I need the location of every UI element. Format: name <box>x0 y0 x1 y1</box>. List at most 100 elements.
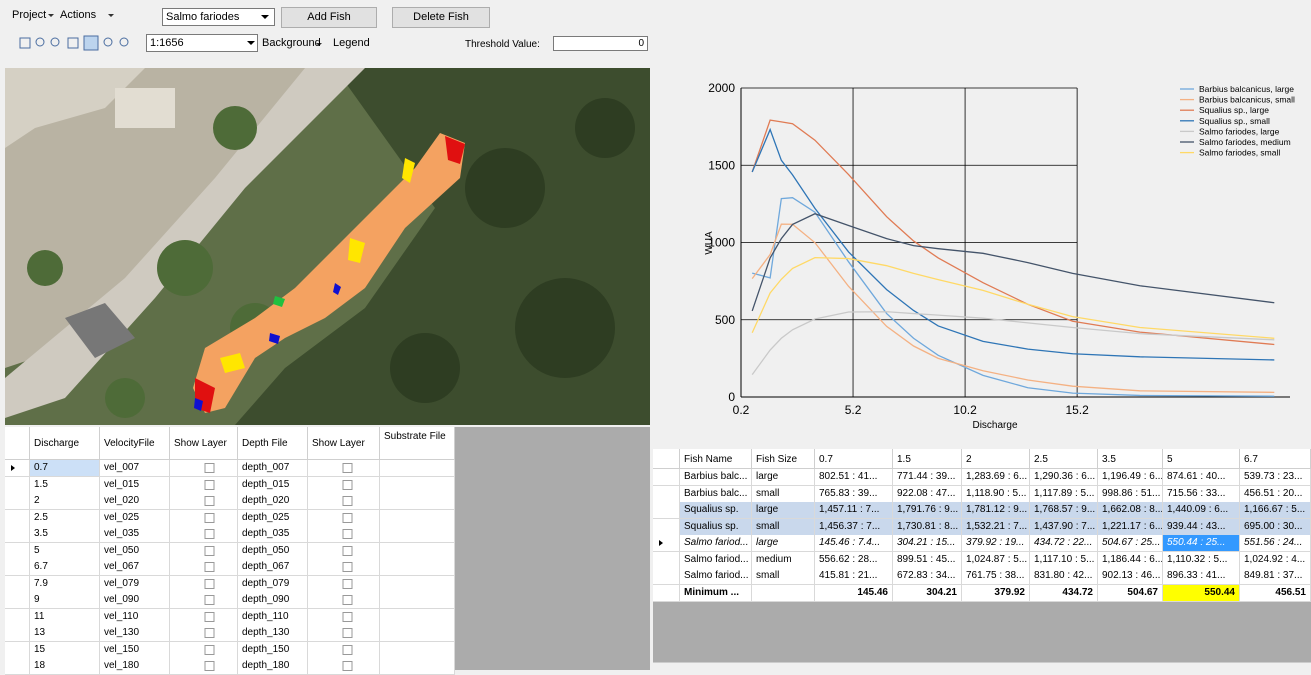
checkbox[interactable] <box>174 510 234 526</box>
table-cell[interactable]: 802.51 : 41... <box>815 469 893 486</box>
checkbox[interactable] <box>174 460 234 476</box>
table-cell[interactable]: 539.73 : 23... <box>1240 469 1311 486</box>
checkbox-cell[interactable] <box>170 460 238 477</box>
table-cell[interactable]: 1,456.37 : 7... <box>815 519 893 536</box>
checkbox[interactable] <box>312 625 372 641</box>
table-cell[interactable]: Salmo fariod... <box>680 552 752 569</box>
table-cell[interactable]: 672.83 : 34... <box>893 568 962 585</box>
table-cell[interactable]: 831.80 : 42... <box>1030 568 1098 585</box>
table-cell[interactable]: 379.92 : 19... <box>962 535 1030 552</box>
background-menu[interactable]: Background <box>262 37 321 49</box>
table-cell[interactable]: 765.83 : 39... <box>815 486 893 503</box>
table-cell[interactable]: 1,457.11 : 7... <box>815 502 893 519</box>
checkbox-cell[interactable] <box>308 543 380 560</box>
table-cell[interactable]: small <box>752 568 815 585</box>
checkbox[interactable] <box>312 576 372 592</box>
checkbox[interactable] <box>174 559 234 575</box>
table-cell[interactable]: large <box>752 535 815 552</box>
add-fish-button[interactable]: Add Fish <box>281 7 377 28</box>
table-cell[interactable]: 1,730.81 : 8... <box>893 519 962 536</box>
table-cell[interactable]: 771.44 : 39... <box>893 469 962 486</box>
table-cell[interactable]: 1,437.90 : 7... <box>1030 519 1098 536</box>
checkbox[interactable] <box>174 543 234 559</box>
delete-fish-button[interactable]: Delete Fish <box>392 7 490 28</box>
table-cell[interactable]: 1,110.32 : 5... <box>1163 552 1240 569</box>
table-cell[interactable]: medium <box>752 552 815 569</box>
table-cell[interactable]: Squalius sp. <box>680 502 752 519</box>
checkbox[interactable] <box>312 592 372 608</box>
checkbox[interactable] <box>174 477 234 493</box>
table-cell[interactable]: Salmo fariod... <box>680 535 752 552</box>
checkbox-cell[interactable] <box>170 576 238 593</box>
checkbox-cell[interactable] <box>170 559 238 576</box>
horizontal-scrollbar[interactable] <box>653 662 1311 670</box>
checkbox[interactable] <box>312 510 372 526</box>
table-cell[interactable]: 998.86 : 51... <box>1098 486 1163 503</box>
checkbox-cell[interactable] <box>308 559 380 576</box>
checkbox[interactable] <box>174 658 234 674</box>
table-cell[interactable]: 1,283.69 : 6... <box>962 469 1030 486</box>
table-cell[interactable]: 922.08 : 47... <box>893 486 962 503</box>
table-cell[interactable]: 761.75 : 38... <box>962 568 1030 585</box>
table-cell[interactable]: 1,024.92 : 4... <box>1240 552 1311 569</box>
table-cell[interactable]: small <box>752 486 815 503</box>
checkbox[interactable] <box>174 642 234 658</box>
checkbox-cell[interactable] <box>170 493 238 510</box>
checkbox[interactable] <box>174 625 234 641</box>
table-cell[interactable]: 896.33 : 41... <box>1163 568 1240 585</box>
table-cell[interactable]: 849.81 : 37... <box>1240 568 1311 585</box>
checkbox-cell[interactable] <box>308 625 380 642</box>
table-cell[interactable]: 1,791.76 : 9... <box>893 502 962 519</box>
table-cell[interactable]: 1,118.90 : 5... <box>962 486 1030 503</box>
checkbox-cell[interactable] <box>170 609 238 626</box>
table-cell[interactable]: 1,440.09 : 6... <box>1163 502 1240 519</box>
checkbox[interactable] <box>312 543 372 559</box>
threshold-input[interactable]: 0 <box>553 36 648 51</box>
table-cell[interactable]: 145.46 : 7.4... <box>815 535 893 552</box>
table-cell[interactable]: 1,166.67 : 5... <box>1240 502 1311 519</box>
table-cell[interactable]: 902.13 : 46... <box>1098 568 1163 585</box>
checkbox[interactable] <box>174 609 234 625</box>
table-cell[interactable]: 415.81 : 21... <box>815 568 893 585</box>
table-cell[interactable]: 1,781.12 : 9... <box>962 502 1030 519</box>
scale-input[interactable]: 1:1656 <box>146 34 258 52</box>
table-cell[interactable]: 556.62 : 28... <box>815 552 893 569</box>
checkbox[interactable] <box>312 526 372 542</box>
checkbox-cell[interactable] <box>308 460 380 477</box>
table-cell[interactable]: large <box>752 502 815 519</box>
checkbox[interactable] <box>174 493 234 509</box>
table-cell[interactable]: 715.56 : 33... <box>1163 486 1240 503</box>
table-cell[interactable]: Barbius balc... <box>680 469 752 486</box>
checkbox-cell[interactable] <box>170 526 238 543</box>
checkbox-cell[interactable] <box>308 609 380 626</box>
table-cell[interactable]: 1,662.08 : 8... <box>1098 502 1163 519</box>
checkbox[interactable] <box>174 526 234 542</box>
table-cell[interactable]: 939.44 : 43... <box>1163 519 1240 536</box>
table-cell[interactable]: 504.67 : 25... <box>1098 535 1163 552</box>
checkbox-cell[interactable] <box>308 658 380 675</box>
checkbox-cell[interactable] <box>170 477 238 494</box>
checkbox-cell[interactable] <box>308 576 380 593</box>
checkbox-cell[interactable] <box>170 592 238 609</box>
table-cell[interactable]: 1,117.89 : 5... <box>1030 486 1098 503</box>
table-cell[interactable]: 874.61 : 40... <box>1163 469 1240 486</box>
checkbox-cell[interactable] <box>170 658 238 675</box>
table-cell[interactable]: 456.51 : 20... <box>1240 486 1311 503</box>
checkbox-cell[interactable] <box>170 510 238 527</box>
table-cell[interactable]: 1,768.57 : 9... <box>1030 502 1098 519</box>
checkbox[interactable] <box>312 642 372 658</box>
table-cell[interactable]: 304.21 : 15... <box>893 535 962 552</box>
table-cell[interactable]: 550.44 : 25... <box>1163 535 1240 552</box>
table-cell[interactable]: 1,117.10 : 5... <box>1030 552 1098 569</box>
table-cell[interactable]: 1,196.49 : 6... <box>1098 469 1163 486</box>
checkbox[interactable] <box>312 477 372 493</box>
habitat-map[interactable] <box>5 68 650 425</box>
table-cell[interactable]: 1,024.87 : 5... <box>962 552 1030 569</box>
checkbox[interactable] <box>312 658 372 674</box>
table-cell[interactable]: 1,186.44 : 6... <box>1098 552 1163 569</box>
table-cell[interactable]: 551.56 : 24... <box>1240 535 1311 552</box>
table-cell[interactable]: Salmo fariod... <box>680 568 752 585</box>
checkbox[interactable] <box>312 493 372 509</box>
checkbox-cell[interactable] <box>308 592 380 609</box>
table-cell[interactable]: large <box>752 469 815 486</box>
